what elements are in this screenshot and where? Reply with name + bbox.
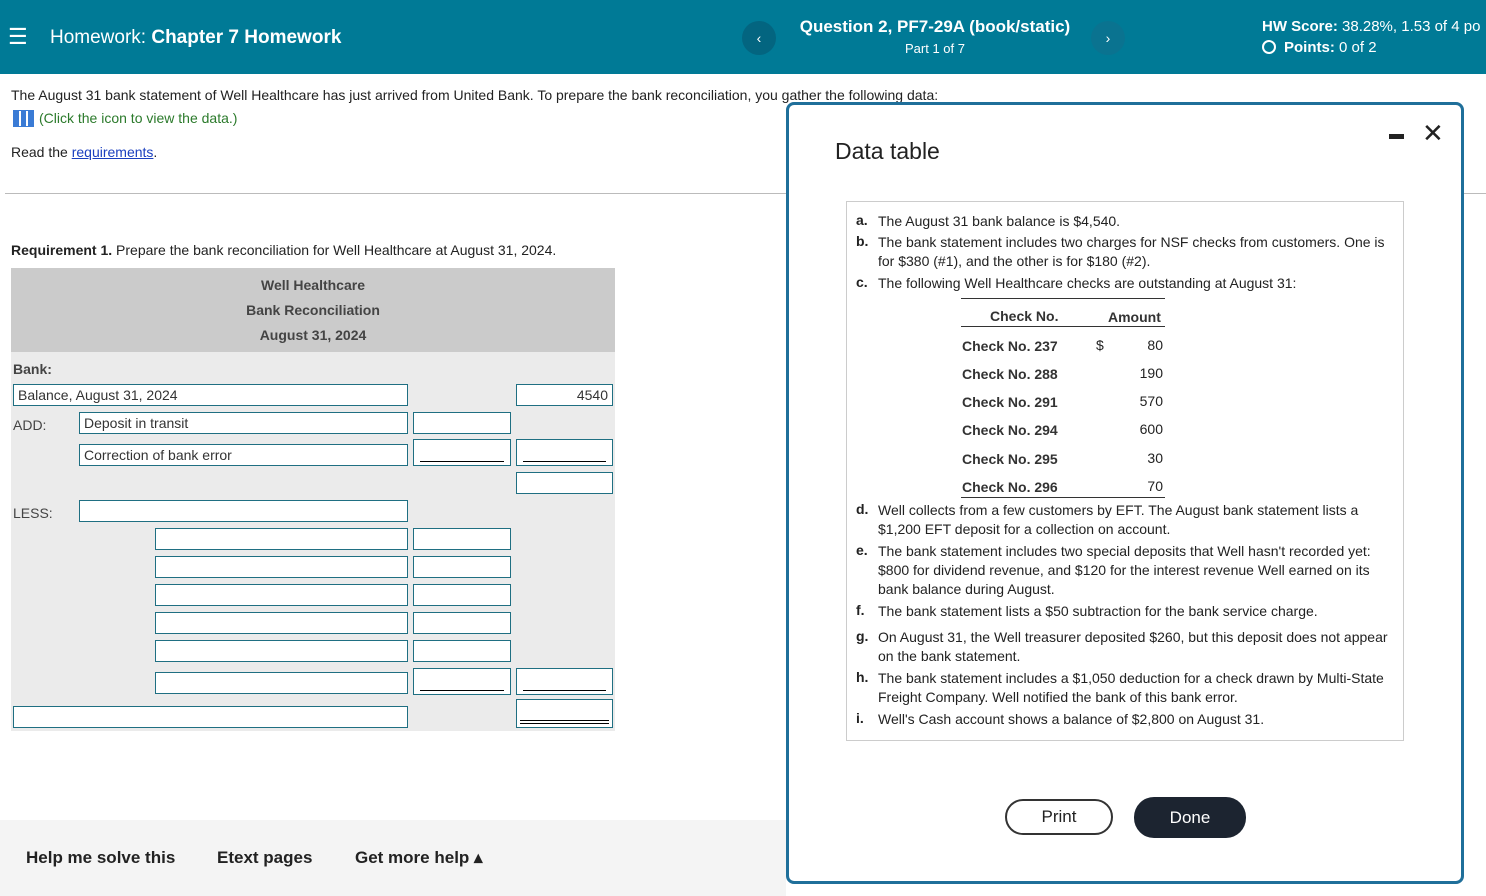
add-item-input[interactable]: Correction of bank error [79, 444, 408, 466]
part-indicator: Part 1 of 7 [905, 41, 965, 56]
less-item-input[interactable] [155, 640, 408, 662]
data-item: On August 31, the Well treasurer deposit… [878, 629, 1388, 664]
data-table: a. The August 31 bank balance is $4,540. … [846, 201, 1404, 741]
data-table-modal [786, 102, 1464, 884]
add-item-input[interactable]: Deposit in transit [79, 412, 408, 434]
less-item-input[interactable] [155, 672, 408, 694]
item-letter: b. [856, 233, 869, 249]
requirements-link[interactable]: requirements [71, 144, 154, 160]
points-circle-icon [1262, 40, 1276, 54]
less-amount-input[interactable] [413, 640, 511, 662]
done-button[interactable]: Done [1134, 797, 1246, 838]
less-item-input[interactable] [79, 500, 408, 522]
adjusted-balance-label-input[interactable] [13, 706, 408, 728]
balance-amount-input[interactable]: 4540 [516, 384, 613, 406]
less-item-input[interactable] [155, 556, 408, 578]
data-item: Well collects from a few customers by EF… [878, 502, 1359, 537]
less-amount-input[interactable] [413, 612, 511, 634]
help-me-solve-button[interactable]: Help me solve this [26, 848, 176, 867]
requirement-text: Prepare the bank reconciliation for Well… [116, 242, 557, 258]
less-item-input[interactable] [155, 528, 408, 550]
read-suffix: . [153, 144, 158, 160]
check-col-header: Check No. [990, 308, 1059, 324]
subtotal-input[interactable] [516, 472, 613, 494]
item-letter: h. [856, 669, 869, 685]
data-link-text[interactable]: (Click the icon to view the data.) [39, 110, 238, 126]
reconciliation-form: Well Healthcare Bank Reconciliation Augu… [11, 268, 615, 731]
divider [5, 193, 1486, 194]
data-item: The bank statement lists a $50 subtracti… [878, 603, 1318, 619]
check-no: Check No. 288 [962, 366, 1058, 382]
check-amount: 30 [1147, 450, 1163, 466]
data-item: The bank statement includes two charges … [878, 234, 1385, 269]
recon-company: Well Healthcare [260, 277, 365, 293]
data-item: The bank statement includes two special … [878, 543, 1371, 597]
less-label: LESS: [13, 505, 53, 521]
check-no: Check No. 291 [962, 394, 1058, 410]
add-amount-input[interactable] [413, 412, 511, 434]
add-label: ADD: [13, 417, 47, 433]
less-amount-input[interactable] [413, 668, 511, 695]
item-letter: e. [856, 542, 868, 558]
item-letter: f. [856, 602, 865, 618]
data-item: The following Well Healthcare checks are… [878, 275, 1297, 291]
check-no: Check No. 237 [962, 338, 1058, 354]
check-no: Check No. 296 [962, 479, 1058, 495]
get-more-help-button[interactable]: Get more help ▴ [355, 848, 483, 867]
check-amount: 570 [1139, 393, 1163, 409]
check-no: Check No. 294 [962, 422, 1058, 438]
table-grid-icon[interactable] [13, 110, 34, 127]
minimize-icon[interactable] [1389, 134, 1404, 139]
check-amount: 70 [1147, 478, 1163, 494]
hw-score-label: HW Score: [1262, 18, 1338, 35]
less-amount-input[interactable] [413, 556, 511, 578]
add-amount-input[interactable] [413, 439, 511, 466]
data-item: The bank statement includes a $1,050 ded… [878, 670, 1384, 705]
homework-label: Homework: [50, 27, 147, 48]
check-no: Check No. 295 [962, 451, 1058, 467]
less-item-input[interactable] [155, 584, 408, 606]
requirement-label: Requirement 1. [11, 242, 113, 258]
item-letter: a. [856, 212, 868, 228]
balance-label-input[interactable]: Balance, August 31, 2024 [13, 384, 408, 406]
prev-question-button[interactable]: ‹ [742, 21, 776, 55]
intro-text: The August 31 bank statement of Well Hea… [11, 87, 939, 103]
recon-date: August 31, 2024 [259, 327, 367, 343]
less-total-input[interactable] [516, 668, 613, 695]
item-letter: i. [856, 710, 864, 726]
data-item: Well's Cash account shows a balance of $… [878, 711, 1265, 727]
modal-title: Data table [835, 138, 940, 164]
adjusted-balance-input[interactable] [516, 699, 613, 728]
footer-bar [0, 820, 786, 896]
hw-score-value: 38.28%, 1.53 of 4 po [1342, 18, 1481, 35]
item-letter: g. [856, 628, 869, 644]
check-amount: 80 [1147, 337, 1163, 353]
bank-label: Bank: [13, 361, 52, 377]
less-amount-input[interactable] [413, 528, 511, 550]
data-item: The August 31 bank balance is $4,540. [878, 213, 1121, 229]
amount-col-header: Amount [1108, 309, 1161, 325]
read-prefix: Read the [11, 144, 68, 160]
next-question-button[interactable]: › [1091, 21, 1125, 55]
etext-pages-button[interactable]: Etext pages [217, 848, 313, 867]
close-icon[interactable]: ✕ [1422, 118, 1444, 148]
top-header: ☰ Homework: Chapter 7 Homework ‹ Questio… [0, 0, 1486, 74]
points-value: 0 of 2 [1339, 39, 1377, 56]
check-amount: 600 [1139, 421, 1163, 437]
hamburger-icon[interactable]: ☰ [8, 24, 28, 49]
check-amount: 190 [1139, 365, 1163, 381]
homework-title: Chapter 7 Homework [151, 27, 342, 48]
points-label: Points: [1284, 39, 1335, 56]
item-letter: d. [856, 501, 869, 517]
less-amount-input[interactable] [413, 584, 511, 606]
question-title: Question 2, PF7-29A (book/static) [799, 17, 1071, 36]
data-link[interactable]: (Click the icon to view the data.) [13, 110, 237, 127]
add-total-input[interactable] [516, 439, 613, 466]
less-item-input[interactable] [155, 612, 408, 634]
currency-symbol: $ [1096, 337, 1104, 353]
recon-title: Bank Reconciliation [246, 302, 380, 318]
item-letter: c. [856, 274, 868, 290]
print-button[interactable]: Print [1005, 799, 1113, 835]
